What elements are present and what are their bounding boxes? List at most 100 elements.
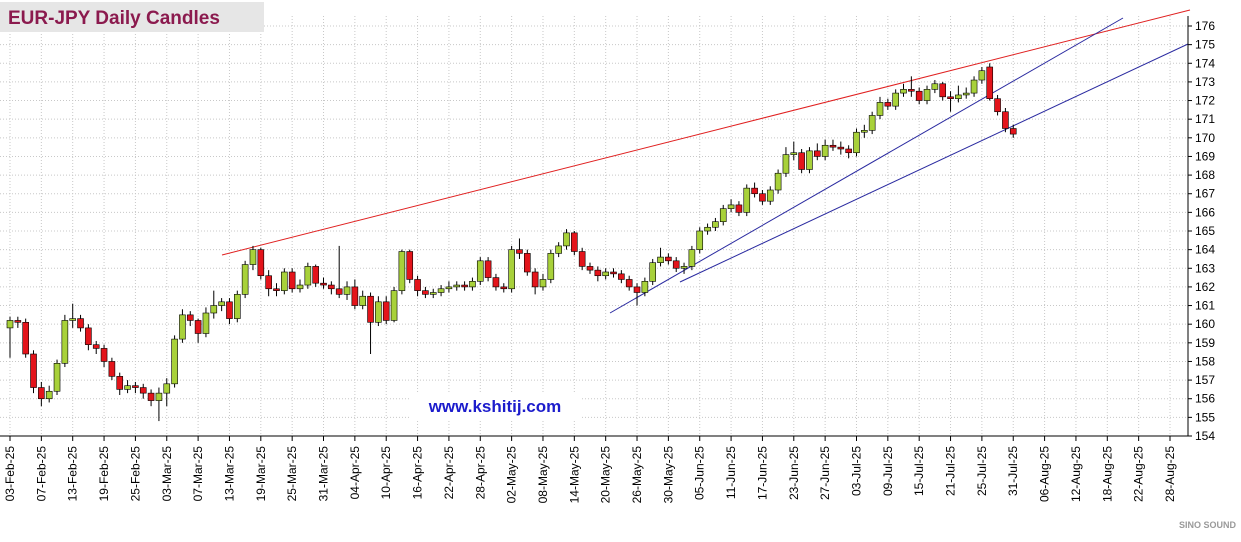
candle-body (743, 187, 751, 213)
candle-body (516, 249, 523, 254)
x-tick-label: 15-Jul-25 (912, 446, 926, 496)
x-tick-label: 03-Jul-25 (849, 446, 863, 496)
candle-body (422, 290, 429, 295)
x-tick-label: 28-Apr-25 (473, 446, 487, 500)
candle-body (414, 279, 421, 291)
y-tick-label: 165 (1195, 224, 1215, 238)
candle-body (539, 279, 547, 288)
x-tick-label: 10-Apr-25 (379, 446, 393, 500)
candle-body (1002, 111, 1009, 129)
candle-body (179, 314, 186, 340)
x-tick-label: 11-Jun-25 (724, 446, 738, 499)
candle-body (328, 284, 335, 290)
x-tick-label: 05-Jun-25 (693, 446, 707, 500)
candle-body (22, 322, 29, 355)
candle-body (398, 251, 406, 291)
x-tick-label: 31-Mar-25 (317, 446, 331, 502)
candle-body (649, 262, 657, 282)
candle-body (375, 301, 382, 323)
candle-body (696, 230, 704, 250)
x-tick-label: 23-Jun-25 (787, 446, 801, 500)
candle-body (986, 66, 994, 99)
candle-body (900, 89, 907, 94)
candle-body (30, 353, 37, 388)
candle-body (132, 385, 139, 388)
candle-body (861, 130, 868, 133)
candle-body (955, 94, 962, 99)
y-tick-label: 169 (1195, 149, 1215, 163)
candle-body (571, 232, 578, 252)
x-tick-label: 22-Apr-25 (442, 446, 456, 500)
y-tick-label: 156 (1195, 392, 1215, 406)
candle-body (226, 301, 233, 319)
y-tick-label: 171 (1195, 112, 1215, 126)
candle-body (53, 363, 61, 392)
candle-body (829, 144, 837, 148)
candle-body (233, 294, 241, 319)
candle-body (492, 277, 500, 288)
candle-body (610, 271, 617, 275)
candle-body (821, 144, 829, 157)
y-tick-label: 167 (1195, 187, 1215, 201)
candle-body (335, 288, 343, 295)
candle-body (265, 275, 272, 290)
y-tick-label: 158 (1195, 354, 1215, 368)
candle-body (281, 271, 288, 291)
candle-body (500, 286, 508, 290)
candle-body (531, 271, 539, 288)
candle-body (312, 266, 319, 284)
candle-body (923, 89, 931, 101)
candle-body (618, 273, 625, 280)
candle-body (892, 92, 899, 107)
x-tick-label: 12-Aug-25 (1069, 446, 1083, 502)
candle-body (343, 286, 351, 295)
candle-body (962, 92, 970, 96)
candle-body (719, 208, 727, 222)
candle-body (970, 79, 978, 94)
y-tick-label: 176 (1195, 19, 1215, 33)
candle-body (382, 301, 390, 321)
candle-body (578, 251, 586, 267)
candle-body (680, 266, 688, 269)
candle-body (171, 338, 178, 385)
y-tick-label: 173 (1195, 75, 1215, 89)
candle-body (14, 320, 22, 323)
candles (6, 63, 1017, 422)
candle-body (445, 286, 453, 290)
candle-body (884, 102, 892, 107)
x-tick-label: 20-May-25 (599, 446, 613, 504)
candle-body (124, 385, 131, 390)
x-tick-label: 27-Jun-25 (818, 446, 832, 500)
candle-body (633, 286, 641, 293)
x-tick-label: 25-Jul-25 (975, 446, 989, 496)
y-tick-label: 159 (1195, 336, 1215, 350)
x-tick-label: 19-Feb-25 (97, 446, 111, 502)
candle-body (108, 361, 116, 377)
candle-body (876, 102, 884, 116)
candle-body (688, 249, 696, 267)
candle-body (759, 193, 766, 202)
candle-body (461, 284, 468, 288)
x-tick-label: 28-Aug-25 (1163, 446, 1177, 502)
candle-body (186, 314, 194, 321)
x-tick-label: 30-May-25 (661, 446, 675, 504)
candle-body (774, 172, 782, 191)
x-tick-label: 25-Feb-25 (128, 446, 142, 502)
candle-body (320, 282, 327, 286)
candle-body (594, 269, 602, 277)
candle-body (45, 390, 53, 400)
y-tick-label: 168 (1195, 168, 1215, 182)
x-tick-label: 17-Jun-25 (755, 446, 769, 500)
candle-body (139, 387, 147, 394)
trend-line (679, 43, 1189, 283)
watermark: SINO SOUND (1179, 520, 1237, 530)
candle-body (735, 204, 743, 213)
candle-body (625, 279, 633, 288)
candle-body (931, 83, 939, 90)
candle-body (218, 301, 225, 306)
x-tick-label: 26-May-25 (630, 446, 644, 504)
y-tick-label: 166 (1195, 205, 1215, 219)
candle-body (241, 264, 249, 295)
candle-body (665, 256, 672, 262)
